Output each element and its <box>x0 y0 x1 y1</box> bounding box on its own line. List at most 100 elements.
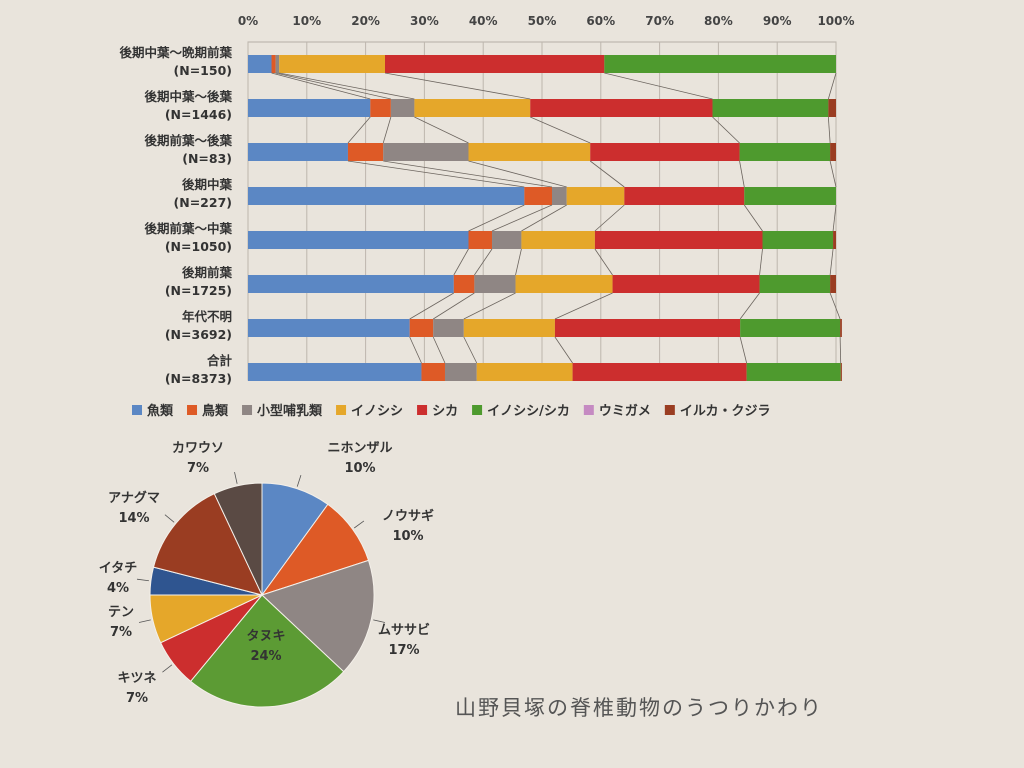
series-connector-line <box>759 248 763 276</box>
bar-segment <box>572 363 747 381</box>
bar-segment <box>433 319 464 337</box>
series-connector-line <box>279 72 415 100</box>
bar-segment <box>551 187 567 205</box>
bar-segment <box>409 319 434 337</box>
x-tick-label: 20% <box>351 14 380 28</box>
bar-segment <box>554 319 741 337</box>
bar-segment <box>840 319 842 337</box>
x-tick-label: 50% <box>528 14 557 28</box>
category-n-label: (N=1725) <box>165 283 232 298</box>
bar-segment <box>468 143 591 161</box>
bar-segment <box>840 363 842 381</box>
bar-segment <box>530 99 713 117</box>
series-connector-line <box>554 336 573 364</box>
bar-segment <box>712 99 829 117</box>
bar-segment <box>275 55 280 73</box>
legend-label: ウミガメ <box>599 404 651 419</box>
pie-slice-percent: 17% <box>388 643 419 658</box>
bar-segment <box>248 143 348 161</box>
category-n-label: (N=1050) <box>165 239 232 254</box>
bar-segment <box>453 275 475 293</box>
pie-slice-percent: 4% <box>107 581 129 596</box>
category-label: 年代不明 <box>182 309 232 324</box>
category-label: 後期中葉～後葉 <box>144 89 232 104</box>
series-connector-line <box>275 72 391 100</box>
legend-label: イルカ・クジラ <box>680 404 771 419</box>
bar-segment <box>594 231 763 249</box>
legend-swatch <box>336 405 347 415</box>
series-connector-line <box>521 204 567 232</box>
series-connector-line <box>382 116 392 144</box>
bar-segment <box>370 99 391 117</box>
legend-swatch <box>472 405 483 415</box>
series-connector-line <box>463 292 516 320</box>
pie-slice-percent: 14% <box>118 511 149 526</box>
pie-slice <box>152 492 263 596</box>
bar-segment <box>524 187 552 205</box>
category-n-label: (N=3692) <box>165 327 232 342</box>
series-connector-line <box>491 204 553 232</box>
series-connector-line <box>743 204 763 232</box>
series-connector-line <box>384 72 531 100</box>
pie-slice-label: イタチ <box>99 561 137 576</box>
bar-segment <box>347 143 384 161</box>
bar-segment <box>828 99 836 117</box>
pie-slice-label: アナグマ <box>108 490 160 506</box>
series-connector-line <box>347 160 525 188</box>
series-connector-line <box>739 292 760 320</box>
pie-chart: ニホンザル 10% ノウサギ 10% ムササビ 17% タヌキ 24% キツネ 7% テン 7% イタチ… <box>99 441 434 708</box>
bar-segment <box>248 99 371 117</box>
series-connector-line <box>554 292 613 320</box>
pie-leader-line <box>234 471 238 484</box>
bar-segment <box>248 319 410 337</box>
bar-segment <box>624 187 745 205</box>
pie-slice <box>261 559 375 673</box>
x-tick-label: 40% <box>469 14 498 28</box>
series-connector-line <box>829 248 834 276</box>
series-connector-line <box>383 160 553 188</box>
x-tick-label: 0% <box>238 14 258 28</box>
pie-slice-label: ノウサギ <box>382 508 434 524</box>
stacked-bar-chart: 0% 10% 20% 30% 40% 50% 60% 70% 80% 90% 100% 後期中葉～晩期… <box>119 14 854 419</box>
legend-swatch <box>664 405 675 415</box>
category-label: 後期前葉～後葉 <box>144 133 232 148</box>
pie-slice-percent: 10% <box>344 461 375 476</box>
pie-slice-label: タヌキ <box>246 629 285 644</box>
series-connector-line <box>712 116 740 144</box>
bar-segment <box>385 55 605 73</box>
pie-slice-label: テン <box>108 605 134 620</box>
x-tick-label: 10% <box>292 14 321 28</box>
pie-leader-line <box>138 619 151 623</box>
pie-slice-label: ムササビ <box>378 622 430 638</box>
bar-segment <box>833 231 836 249</box>
x-tick-label: 100% <box>817 14 854 28</box>
series-connector-line <box>594 248 613 276</box>
legend-swatch <box>242 405 253 415</box>
x-tick-label: 70% <box>645 14 674 28</box>
bar-segment <box>248 55 272 73</box>
bar-segment <box>421 363 445 381</box>
series-connector-line <box>739 336 748 364</box>
bar-segment <box>830 275 836 293</box>
bar-segment <box>740 319 841 337</box>
pie-slice-label: キツネ <box>117 671 156 686</box>
series-connector-line <box>409 336 422 364</box>
series-connector-line <box>832 204 837 232</box>
series-connector-line <box>515 248 522 276</box>
bar-segment <box>444 363 477 381</box>
bar-segment <box>474 275 516 293</box>
category-label: 後期前葉 <box>182 265 233 280</box>
bar-segment <box>248 187 525 205</box>
bar-segment <box>271 55 276 73</box>
bar-segment <box>739 143 831 161</box>
category-label: 後期中葉 <box>182 177 233 192</box>
legend-label: 魚類 <box>147 403 174 419</box>
series-connector-line <box>739 160 745 188</box>
category-n-label: (N=227) <box>174 195 232 210</box>
x-tick-label: 30% <box>410 14 439 28</box>
legend-label: シカ <box>432 404 458 419</box>
legend-swatch <box>417 405 428 415</box>
bar-segment <box>566 187 625 205</box>
series-connector-line <box>827 72 837 100</box>
